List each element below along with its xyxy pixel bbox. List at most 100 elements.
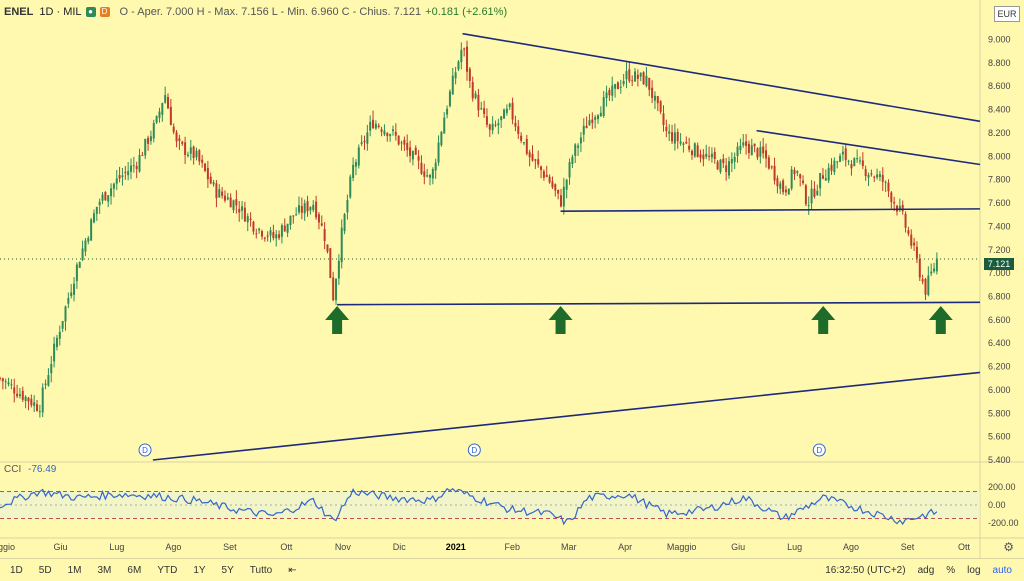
goto-date-icon[interactable]: ⇤	[288, 564, 297, 576]
visibility-icon[interactable]: ●	[85, 7, 96, 17]
candle-body	[397, 135, 400, 145]
range-ytd[interactable]: YTD	[157, 564, 178, 576]
candle-body	[565, 179, 568, 190]
candle-body	[559, 195, 562, 207]
candle-body	[665, 126, 668, 132]
candle-body	[500, 116, 503, 121]
candle-body	[517, 126, 520, 134]
candle-body	[431, 169, 434, 179]
adjust-toggle[interactable]: adg	[917, 564, 935, 576]
range-1d[interactable]: 1D	[10, 564, 23, 576]
range-3m[interactable]: 3M	[97, 564, 112, 576]
candle-body	[406, 142, 409, 151]
candle-body	[836, 161, 839, 163]
y-tick-label: 7.200	[988, 245, 1011, 255]
candle-body	[326, 244, 329, 252]
candle-body	[61, 321, 64, 329]
candle-body	[682, 143, 685, 145]
range-1m[interactable]: 1M	[67, 564, 82, 576]
candle-body	[876, 174, 879, 178]
auto-toggle[interactable]: auto	[992, 564, 1012, 576]
candle-body	[557, 189, 560, 194]
candle-body	[574, 144, 577, 157]
candle-body	[50, 363, 53, 374]
candle-body	[841, 151, 844, 155]
clock-readout[interactable]: 16:32:50 (UTC+2)	[825, 564, 906, 576]
x-tick-label: Nov	[335, 542, 352, 552]
candle-body	[428, 174, 431, 178]
candle-body	[141, 154, 144, 156]
settings-gear-icon[interactable]: ⚙	[1003, 540, 1014, 554]
y-tick-label: 6.000	[988, 385, 1011, 395]
candle-body	[460, 49, 463, 63]
candle-body	[839, 155, 842, 162]
candle-body	[901, 204, 904, 212]
y-tick-label: 6.600	[988, 315, 1011, 325]
cci-line	[0, 487, 938, 526]
candle-body	[386, 133, 389, 137]
interval-label[interactable]: 1D	[39, 6, 54, 18]
candle-body	[824, 178, 827, 181]
range-5d[interactable]: 5D	[38, 564, 52, 576]
candle-body	[411, 151, 414, 160]
candle-body	[710, 153, 713, 158]
candle-body	[400, 142, 403, 144]
candle-body	[238, 208, 241, 213]
candle-body	[525, 138, 528, 154]
candle-body	[377, 125, 380, 128]
range-6m[interactable]: 6M	[127, 564, 142, 576]
candle-body	[631, 80, 634, 82]
candle-body	[488, 124, 491, 130]
candle-body	[776, 178, 779, 187]
candle-body	[53, 343, 56, 362]
candle-body	[639, 72, 642, 77]
x-tick-label: Dic	[393, 542, 406, 552]
candle-body	[611, 85, 614, 96]
candle-body	[437, 142, 440, 163]
candle-body	[252, 221, 255, 232]
x-tick-label: Giu	[731, 542, 745, 552]
support-arrow-icon	[325, 306, 350, 334]
candle-body	[702, 154, 705, 160]
candle-body	[135, 166, 138, 169]
candle-body	[856, 158, 859, 160]
currency-selector[interactable]: EUR	[994, 6, 1020, 22]
candle-body	[423, 171, 426, 177]
candle-body	[263, 237, 266, 239]
candle-body	[144, 138, 147, 156]
range-all[interactable]: Tutto	[249, 564, 273, 576]
range-5y[interactable]: 5Y	[221, 564, 234, 576]
candle-body	[241, 206, 244, 211]
log-toggle[interactable]: log	[967, 564, 981, 576]
candle-body	[292, 215, 295, 217]
candle-body	[95, 206, 98, 214]
candle-body	[927, 275, 930, 295]
candle-body	[164, 95, 167, 103]
candle-body	[47, 375, 50, 386]
candle-body	[369, 121, 372, 131]
candle-body	[625, 71, 628, 80]
y-tick-label: 6.200	[988, 362, 1011, 372]
candle-body	[81, 248, 84, 260]
support-arrow-icon	[928, 306, 953, 334]
cci-indicator-label[interactable]: CCI -76.49	[4, 464, 56, 475]
candle-body	[676, 132, 679, 142]
candle-body	[767, 157, 770, 169]
range-1y[interactable]: 1Y	[193, 564, 206, 576]
candle-body	[551, 181, 554, 188]
symbol-name[interactable]: ENEL	[4, 6, 34, 18]
candle-body	[688, 145, 691, 150]
candle-body	[793, 170, 796, 175]
candle-body	[802, 180, 805, 184]
percent-toggle[interactable]: %	[946, 564, 956, 576]
candle-body	[907, 230, 910, 234]
candle-body	[235, 199, 238, 206]
candle-body	[178, 138, 181, 142]
dividend-marker-label: D	[142, 446, 148, 455]
candle-body	[699, 154, 702, 158]
candle-body	[810, 188, 813, 204]
candle-body	[784, 189, 787, 193]
candle-body	[30, 398, 33, 406]
candle-body	[861, 160, 864, 167]
